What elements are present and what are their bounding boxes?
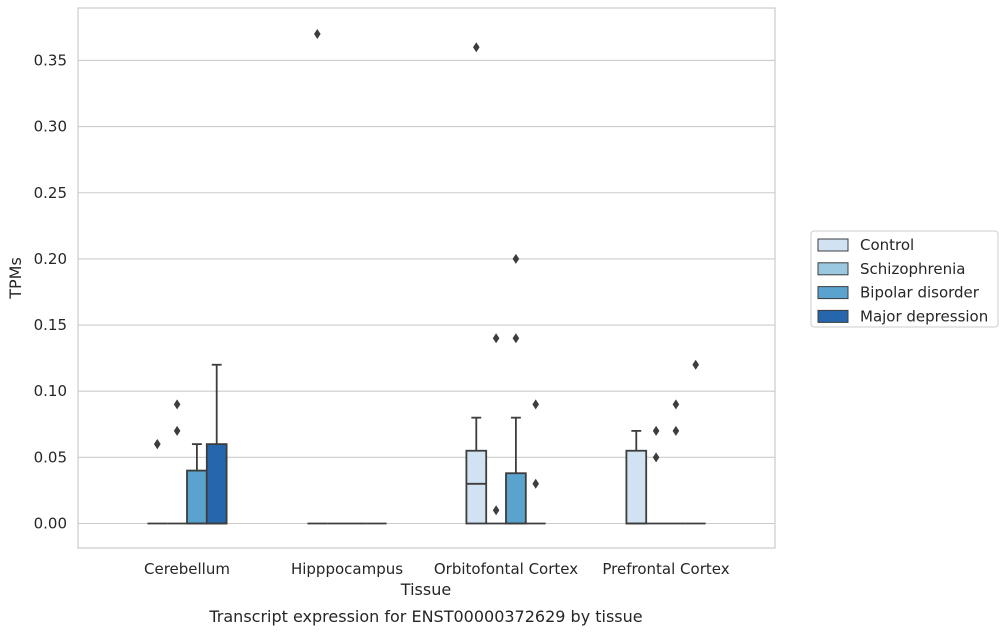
- y-tick-label: 0.15: [34, 316, 67, 334]
- x-axis-label: Tissue: [400, 580, 451, 599]
- box-body: [465, 449, 488, 525]
- box-body: [186, 469, 208, 525]
- grid-lines: [78, 59, 775, 525]
- legend-label: Control: [860, 236, 914, 254]
- outlier-point: [532, 399, 539, 410]
- chart-title: Transcript expression for ENST0000037262…: [208, 607, 642, 626]
- box-control: [465, 416, 488, 525]
- outlier-point: [512, 333, 520, 344]
- legend-label: Bipolar disorder: [860, 284, 980, 302]
- outlier-point: [512, 253, 520, 264]
- y-tick-label: 0.20: [34, 250, 67, 268]
- outlier-point: [672, 399, 680, 410]
- box-bipolar-disorder: [186, 443, 208, 525]
- y-tick-label: 0.00: [34, 515, 67, 533]
- y-tick-label: 0.10: [34, 382, 67, 400]
- outlier-point: [173, 425, 181, 436]
- outlier-point: [173, 399, 181, 410]
- legend-swatch: [817, 238, 849, 252]
- x-tick-label: Prefrontal Cortex: [602, 560, 729, 578]
- y-axis-ticks: 0.00 0.05 0.10 0.15 0.20 0.25 0.30 0.35: [34, 51, 67, 532]
- legend-frame: [810, 230, 999, 328]
- box-control: [625, 429, 648, 525]
- x-tick-label: Orbitofontal Cortex: [434, 560, 578, 578]
- plot-frame: [77, 7, 776, 549]
- legend: Control Schizophrenia Bipolar disorder Majo…: [810, 230, 999, 328]
- boxes: [147, 363, 706, 525]
- box-major-depression: [205, 363, 228, 525]
- outlier-point: [532, 478, 539, 489]
- box-body: [625, 449, 648, 525]
- outliers: [154, 28, 699, 516]
- legend-label: Major depression: [860, 307, 988, 325]
- y-axis-label: TPMs: [6, 257, 25, 300]
- x-tick-label: Cerebellum: [144, 560, 230, 578]
- outlier-point: [692, 359, 699, 370]
- y-tick-label: 0.25: [34, 184, 67, 202]
- y-tick-label: 0.30: [34, 118, 67, 136]
- outlier-point: [652, 425, 660, 436]
- outlier-point: [314, 28, 321, 39]
- legend-swatch: [817, 309, 849, 323]
- box-body: [505, 472, 527, 525]
- box-body: [205, 443, 228, 525]
- outlier-point: [652, 452, 660, 463]
- legend-swatch: [817, 262, 849, 276]
- legend-swatch: [817, 286, 849, 300]
- y-tick-label: 0.05: [34, 448, 67, 466]
- legend-label: Schizophrenia: [860, 260, 965, 278]
- outlier-point: [492, 505, 500, 516]
- box-bipolar-disorder: [505, 416, 527, 525]
- x-axis-ticks: Cerebellum Hipppocampus Orbitofontal Corte…: [144, 560, 730, 578]
- x-tick-label: Hipppocampus: [291, 560, 403, 578]
- outlier-point: [672, 425, 680, 436]
- outlier-point: [492, 333, 500, 344]
- outlier-point: [154, 439, 161, 450]
- outlier-point: [473, 42, 480, 53]
- y-tick-label: 0.35: [34, 51, 67, 69]
